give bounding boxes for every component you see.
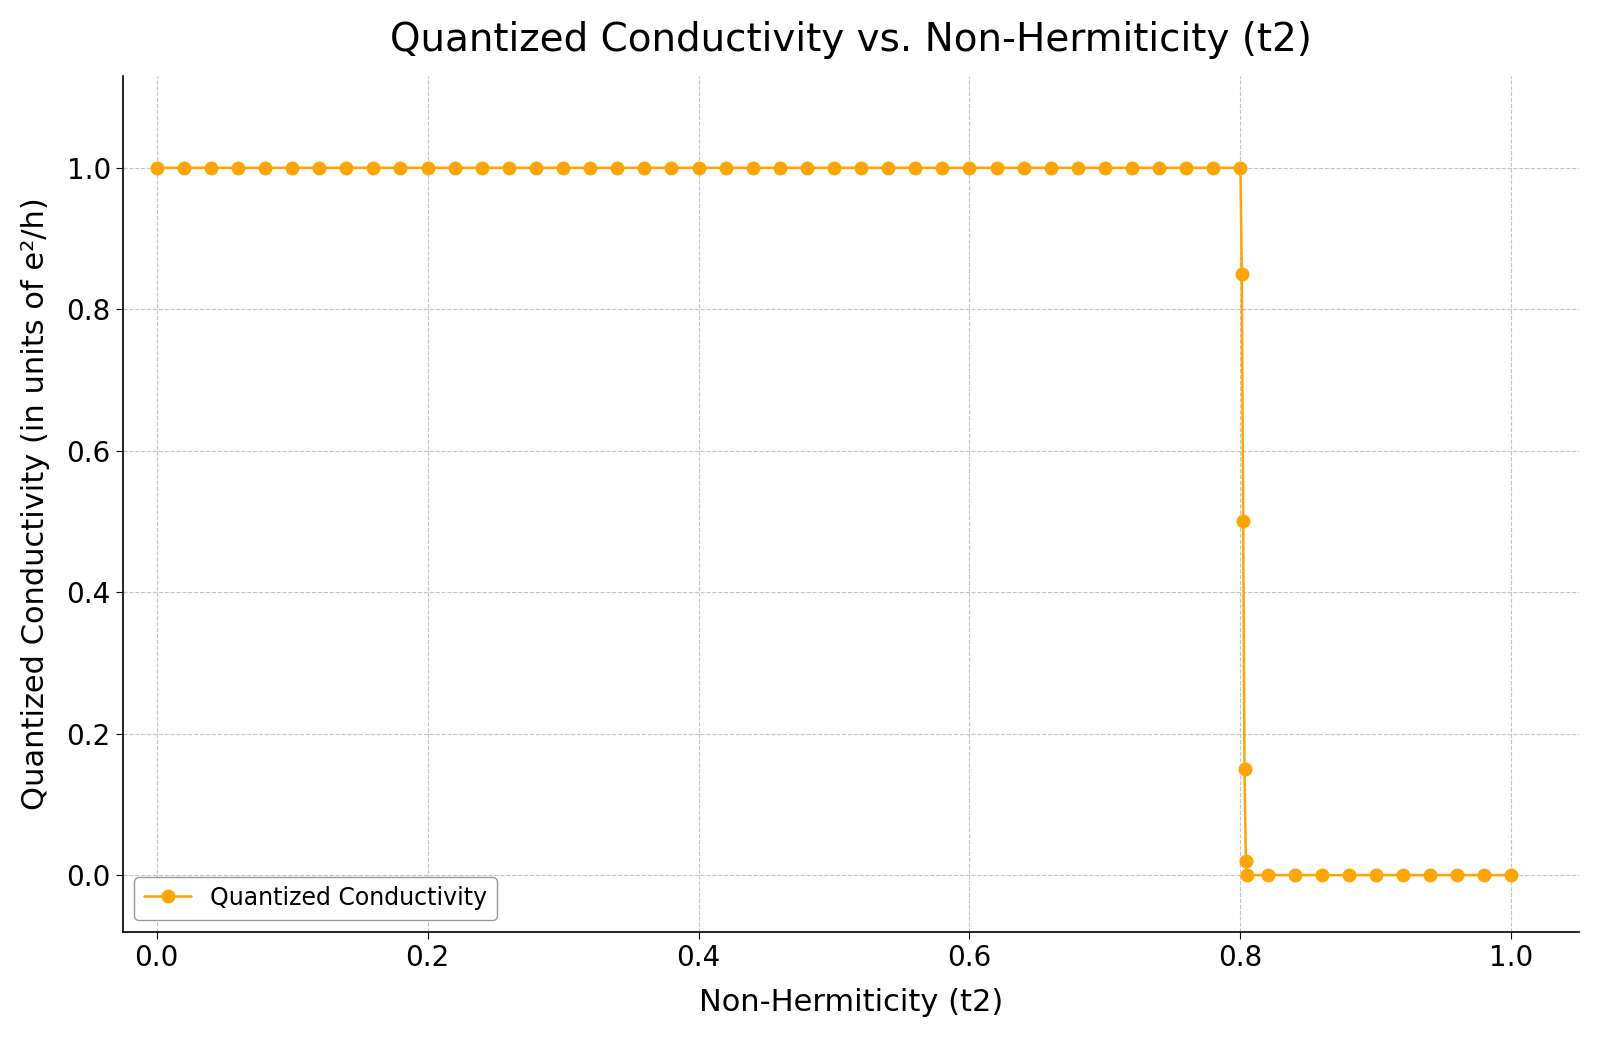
- Quantized Conductivity: [1123, 162, 1142, 174]
- X-axis label: Non-Hermiticity (t2): Non-Hermiticity (t2): [699, 988, 1003, 1017]
- Line: Quantized Conductivity: Quantized Conductivity: [150, 162, 1518, 881]
- Legend: Quantized Conductivity: Quantized Conductivity: [134, 877, 496, 920]
- Quantized Conductivity: [1238, 869, 1258, 881]
- Quantized Conductivity: [1069, 162, 1088, 174]
- Y-axis label: Quantized Conductivity (in units of e²/h): Quantized Conductivity (in units of e²/h…: [21, 197, 50, 810]
- Quantized Conductivity: [147, 162, 166, 174]
- Title: Quantized Conductivity vs. Non-Hermiticity (t2): Quantized Conductivity vs. Non-Hermitici…: [390, 21, 1312, 59]
- Quantized Conductivity: [174, 162, 194, 174]
- Quantized Conductivity: [1234, 515, 1253, 527]
- Quantized Conductivity: [690, 162, 709, 174]
- Quantized Conductivity: [1502, 869, 1522, 881]
- Quantized Conductivity: [987, 162, 1006, 174]
